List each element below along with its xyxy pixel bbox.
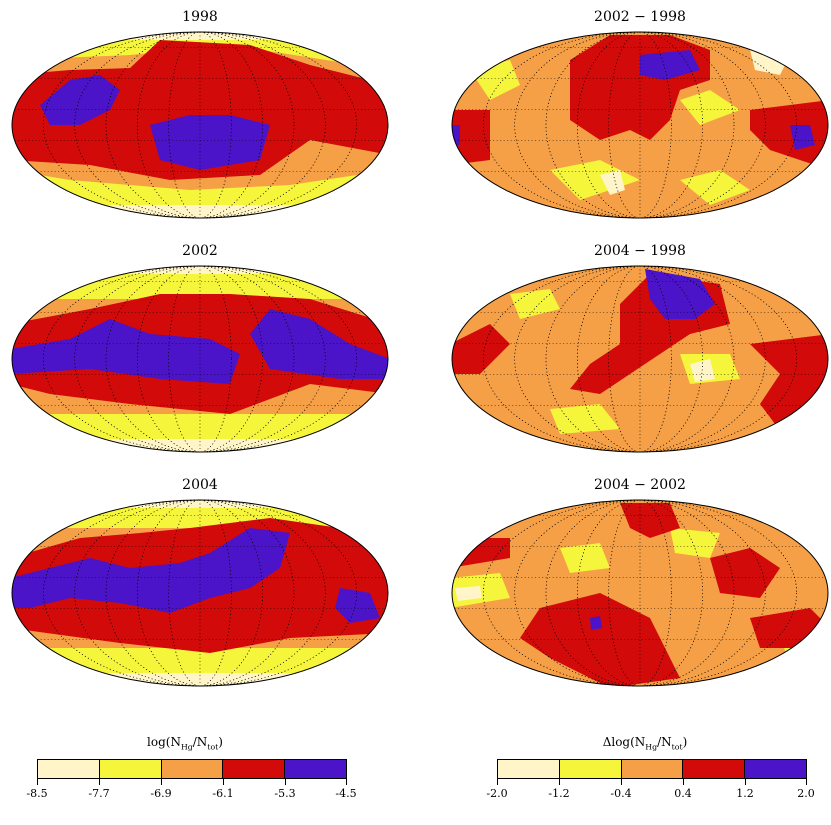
map-2004-1998: [451, 265, 829, 453]
tick-label: -0.4: [610, 787, 632, 800]
tick-label: 1.2: [736, 787, 754, 800]
colorbar-segment: [559, 760, 622, 778]
colorbar-log: log(NHg/Ntot) -8.5 -7.7 -6.9 -6.1 -5.3 -…: [20, 735, 357, 825]
colorbar-label: Δlog(NHg/Ntot): [602, 735, 688, 752]
meridian: [483, 31, 797, 219]
meridian: [168, 265, 232, 453]
meridian: [105, 499, 295, 687]
panel-2002-1998: 2002 − 1998: [450, 8, 830, 233]
meridian: [168, 499, 232, 687]
panel-2004-2002: 2004 − 2002: [450, 476, 830, 701]
meridian: [545, 265, 735, 453]
tick-label: -7.7: [88, 787, 110, 800]
tick-label: -8.5: [26, 787, 48, 800]
panel-title: 2002 − 1998: [594, 9, 686, 25]
colorbar-segment: [745, 760, 806, 778]
colorbar-bar: [37, 759, 347, 779]
panel-title: 2002: [182, 243, 218, 259]
colorbar-segment: [621, 760, 684, 778]
panel-2004: 2004: [10, 476, 390, 701]
colorbar-segment: [38, 760, 100, 778]
meridian: [483, 265, 797, 453]
panel-title: 2004 − 1998: [594, 243, 686, 259]
map-outline: [11, 31, 389, 219]
colorbar-segment: [223, 760, 286, 778]
meridian: [105, 265, 295, 453]
tick-label: 2.0: [797, 787, 815, 800]
meridian: [608, 499, 672, 687]
colorbar-segment: [99, 760, 162, 778]
colorbar-delta: Δlog(NHg/Ntot) -2.0 -1.2 -0.4 0.4 1.2 2.…: [480, 735, 815, 825]
meridian: [608, 265, 672, 453]
panel-1998: 1998: [10, 8, 390, 233]
meridian: [43, 265, 357, 453]
map-2002: [11, 265, 389, 453]
meridian: [545, 499, 735, 687]
panel-2002: 2002: [10, 242, 390, 467]
map-2004: [11, 499, 389, 687]
map-1998: [11, 31, 389, 219]
tick-label: -6.1: [212, 787, 234, 800]
colorbar-segment: [161, 760, 224, 778]
meridian: [483, 499, 797, 687]
tick-label: -5.3: [274, 787, 296, 800]
tick-label: -4.5: [335, 787, 357, 800]
meridian: [43, 31, 357, 219]
colorbar-label: log(NHg/Ntot): [147, 735, 223, 752]
tick-label: -2.0: [486, 787, 508, 800]
colorbar-segment: [683, 760, 746, 778]
tick-label: -1.2: [548, 787, 570, 800]
meridian: [545, 31, 735, 219]
map-2002-1998: [451, 31, 829, 219]
panel-title: 2004: [182, 477, 218, 493]
panel-title: 1998: [182, 9, 218, 25]
map-2004-2002: [451, 499, 829, 687]
tick-label: 0.4: [674, 787, 692, 800]
meridian: [608, 31, 672, 219]
band-blue: [40, 75, 270, 170]
meridian: [168, 31, 232, 219]
meridian: [43, 499, 357, 687]
colorbar-segment: [285, 760, 346, 778]
meridian: [105, 31, 295, 219]
panel-2004-1998: 2004 − 1998: [450, 242, 830, 467]
colorbar-bar: [497, 759, 807, 779]
tick-label: -6.9: [150, 787, 172, 800]
colorbar-ticks: -8.5 -7.7 -6.9 -6.1 -5.3 -4.5: [26, 779, 357, 803]
colorbar-segment: [498, 760, 560, 778]
panel-title: 2004 − 2002: [594, 477, 686, 493]
colorbar-ticks: -2.0 -1.2 -0.4 0.4 1.2 2.0: [486, 779, 815, 803]
